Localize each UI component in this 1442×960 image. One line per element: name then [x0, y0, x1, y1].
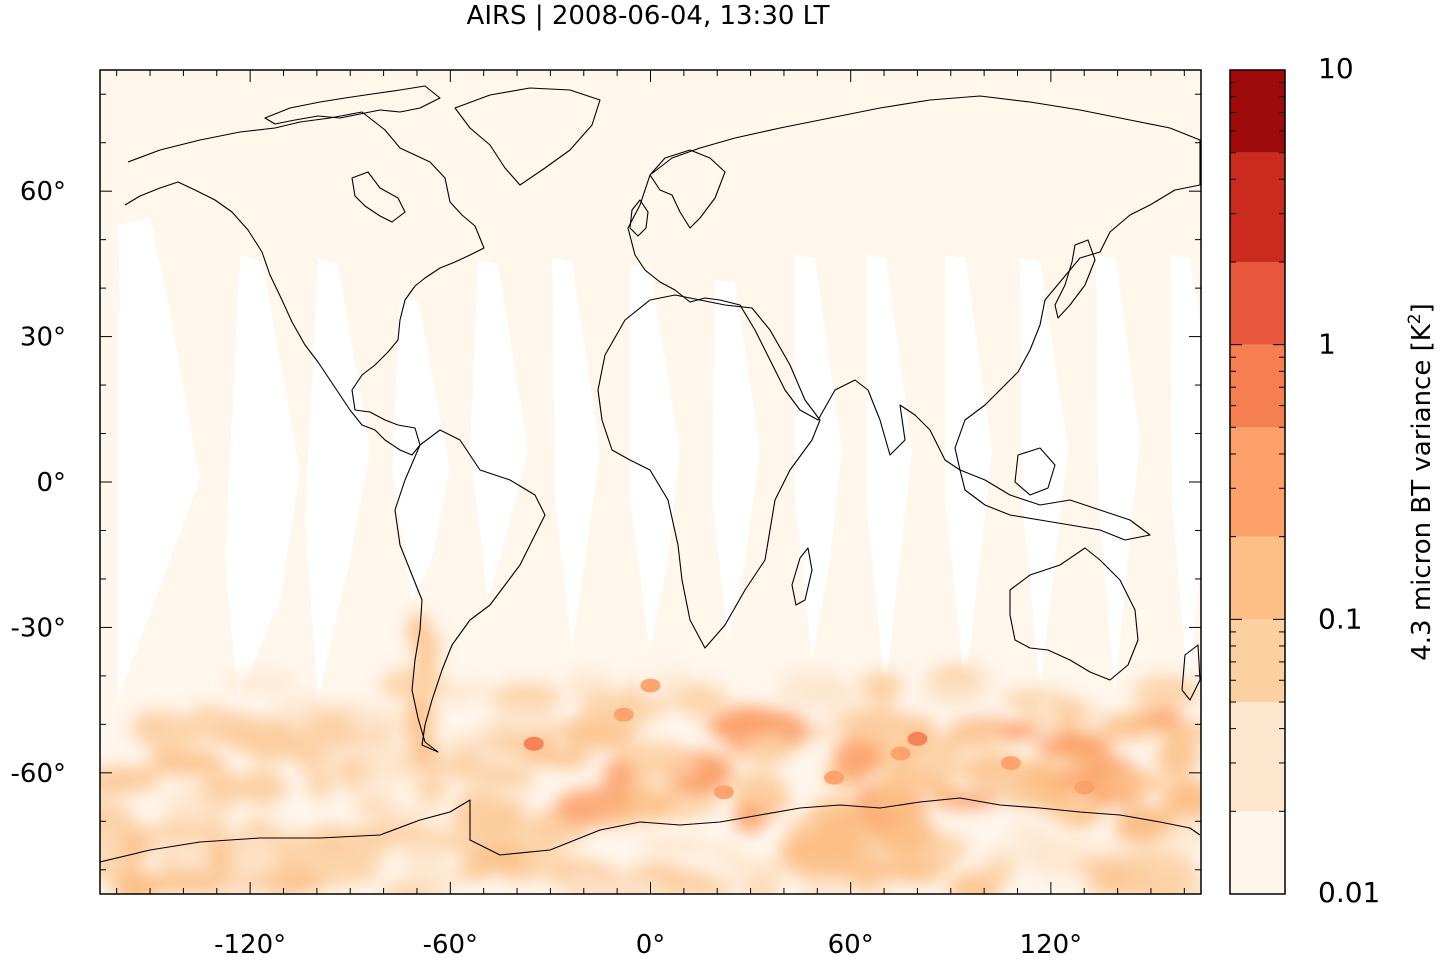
coastline-new-zealand [1181, 644, 1201, 701]
orbit-gap [118, 300, 200, 700]
colorbar-swatch [1230, 70, 1285, 153]
colorbar-label: 4.3 micron BT variance [K2] [1405, 303, 1437, 661]
coastline-australia [1009, 547, 1139, 681]
colorbar-swatch [1230, 811, 1285, 894]
coastline-madagascar [791, 547, 813, 606]
coastlines [100, 85, 1201, 863]
colorbar-label-text: 4.3 micron BT variance [K [1407, 323, 1437, 661]
orbit-gap [470, 260, 528, 600]
orbit-gap [630, 265, 680, 650]
map-ticks [100, 70, 1201, 894]
colorbar-swatch [1230, 344, 1285, 428]
y-tick-label: -60° [11, 759, 66, 789]
orbit-gap [1170, 255, 1201, 690]
colorbar-swatch [1230, 619, 1285, 703]
colorbar-tick-label: 0.01 [1318, 876, 1380, 909]
orbit-gaps [118, 218, 1201, 700]
colorbar-swatch [1230, 427, 1285, 537]
coastline-borneo [1014, 447, 1056, 496]
colorbar-ticks [1230, 69, 1285, 895]
coastline-africa [597, 294, 821, 649]
coastline-british-isles [629, 199, 649, 237]
orbit-gap [795, 255, 842, 660]
map-title: AIRS | 2008-06-04, 13:30 LT [467, 1, 830, 31]
colorbar-swatch [1230, 261, 1285, 345]
x-tick-labels: -120° -60° 0° 60° 120° [214, 930, 1083, 960]
coastline-greenland [454, 87, 601, 186]
colorbar-tick-labels: 10 1 0.1 0.01 [1318, 52, 1380, 909]
orbit-gap [1020, 258, 1068, 690]
colorbar-tick-label: 1 [1318, 328, 1336, 361]
colorbar-tick-label: 0.1 [1318, 602, 1363, 635]
y-tick-label: -30° [11, 613, 66, 643]
colorbar-swatch [1230, 536, 1285, 620]
x-tick-label: 120° [1020, 930, 1083, 956]
colorbar-tick-label: 10 [1318, 52, 1354, 85]
orbit-gap [712, 280, 760, 640]
colorbar-swatch [1230, 702, 1285, 812]
coastline-scandinavia [649, 149, 726, 229]
coastline-north-america [124, 111, 485, 456]
x-tick-label: 0° [636, 930, 666, 956]
coastline-japan [1054, 239, 1096, 319]
orbit-gap [552, 258, 600, 650]
orbit-gap [118, 218, 168, 312]
coastline-antarctica [100, 797, 1201, 863]
coastline-hudson-bay [351, 171, 406, 223]
colorbar-label-end: ] [1407, 303, 1437, 313]
orbit-gap [225, 255, 300, 700]
x-tick-label: -60° [423, 930, 478, 956]
variance-hotspots [523, 678, 1095, 800]
x-tick-label: -120° [214, 930, 286, 956]
map-panel [100, 70, 1201, 894]
orbit-gap [392, 300, 450, 600]
coastline-arctic-islands [264, 85, 441, 125]
orbit-gap [866, 255, 912, 690]
colorbar [1230, 70, 1285, 894]
orbit-gap [1096, 255, 1140, 690]
colorbar-frame [1229, 69, 1286, 895]
y-tick-label: 0° [36, 468, 66, 498]
orbit-gap [945, 255, 992, 690]
y-tick-label: 60° [20, 177, 66, 207]
coastline-eurasia [627, 95, 1201, 471]
colorbar-label-sup: 2 [1405, 313, 1425, 324]
x-tick-label: 60° [828, 930, 874, 956]
y-tick-labels: 60° 30° 0° -30° -60° [11, 177, 66, 789]
colorbar-swatch [1230, 152, 1285, 262]
coastline-indonesia [959, 469, 1151, 541]
orbit-gap [305, 258, 370, 700]
y-tick-label: 30° [20, 323, 66, 353]
coastline-south-america [394, 429, 546, 753]
